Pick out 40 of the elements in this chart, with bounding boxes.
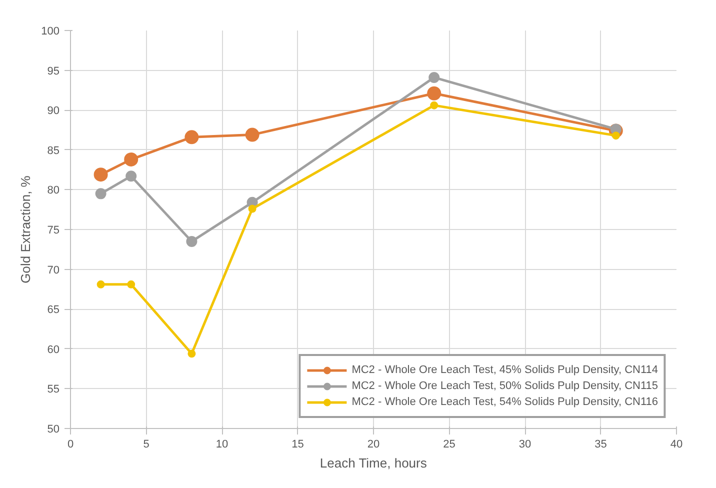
point: [126, 170, 137, 182]
y-tick-label: 55: [47, 384, 60, 396]
x-tick-label: 20: [367, 438, 380, 450]
y-tick-label: 90: [47, 105, 60, 118]
y-tick-label: 65: [47, 304, 60, 316]
point: [127, 280, 136, 288]
x-tick-label: 5: [143, 438, 150, 450]
y-tick-label: 80: [47, 184, 60, 197]
y-tick-label: 75: [47, 224, 60, 236]
point: [430, 101, 438, 110]
x-tick-label: 30: [518, 438, 532, 450]
point: [248, 204, 256, 213]
x-tick-label: 10: [216, 438, 228, 450]
legend-label: MC2 - Whole Ore Leach Test, 45% Solids Pulp Density, CN114: [352, 363, 658, 378]
y-axis-title: Gold Extraction, %: [18, 175, 34, 284]
point: [96, 280, 105, 288]
x-tick-label: 25: [443, 438, 456, 450]
legend-label: MC2 - Whole Ore Leach Test, 54% Solids Pulp Density, CN116: [352, 395, 658, 410]
x-tick-label: 15: [292, 438, 304, 450]
point: [184, 130, 199, 144]
y-tick-label: 100: [41, 26, 60, 38]
point: [95, 188, 106, 200]
point: [124, 152, 138, 166]
point: [245, 128, 260, 142]
x-tick-label: 35: [594, 438, 607, 450]
y-tick-label: 60: [47, 344, 60, 356]
point: [188, 350, 196, 358]
y-tick-label: 95: [47, 65, 60, 78]
y-tick-label: 50: [47, 424, 60, 436]
x-tick-label: 40: [670, 438, 683, 450]
point: [612, 132, 620, 140]
point: [427, 86, 442, 100]
legend-label: MC2 - Whole Ore Leach Test, 50% Solids Pulp Density, CN115: [352, 379, 658, 394]
x-tick-label: 0: [67, 438, 74, 450]
point: [186, 236, 198, 247]
point: [428, 72, 440, 83]
x-axis-title: Leach Time, hours: [320, 456, 428, 470]
y-tick-label: 70: [47, 264, 60, 276]
y-tick-label: 85: [47, 144, 60, 157]
point: [94, 168, 108, 182]
